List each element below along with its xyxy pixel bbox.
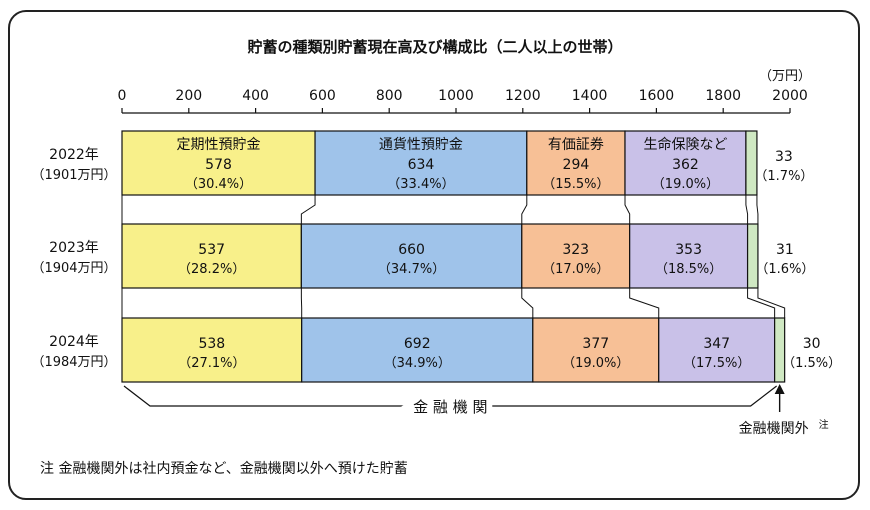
outside-label-sup: 注 [819,418,829,431]
segment-value-label: 660 [398,242,425,258]
segment-series-label: 定期性預貯金 [177,137,261,153]
segment-value-label: 30 [803,336,821,352]
x-tick-label: 400 [242,88,269,104]
bar-segment [774,317,786,383]
bar-segment [300,223,523,289]
bar-segment [521,223,631,289]
x-tick-label: 0 [118,88,127,104]
bracket-line [123,385,778,407]
footnote: 注 金融機関外は社内預金など、金融機関以外へ預けた貯蓄 [40,461,408,477]
segment-value-label: 362 [672,157,699,173]
segment-series-label: 有価証券 [548,137,604,153]
bar-segment [745,130,758,196]
segment-value-label: 538 [198,336,225,352]
row-label-total: （1901万円） [31,168,116,183]
segment-value-label: 323 [562,242,589,258]
connector-line [745,195,749,224]
chart-frame [8,10,860,500]
x-tick-label: 1600 [639,88,675,104]
connector-line [300,195,316,224]
row-label-year: 2024年 [49,334,99,350]
segment-pct-label: （1.5%） [782,356,841,371]
x-tick-label: 1800 [705,88,741,104]
segment-pct-label: （34.7%） [378,262,445,277]
segment-pct-label: （17.0%） [542,262,609,277]
connector-line [624,195,631,224]
segment-series-label: 生命保険など [643,136,727,153]
connector-line [757,288,786,318]
segment-series-label: 通貨性預貯金 [379,136,463,153]
segment-pct-label: （18.5%） [655,262,722,277]
row-label-year: 2022年 [49,147,99,163]
segment-pct-label: （15.5%） [542,177,609,192]
connector-line [629,288,660,318]
bar-segment [624,130,747,196]
segment-pct-label: （28.2%） [178,262,245,277]
segment-pct-label: （33.4%） [387,177,454,192]
bracket-label: 金 融 機 関 [413,398,487,416]
segment-pct-label: （34.9%） [384,356,451,371]
outside-arrow-head [774,384,785,394]
row-label-total: （1984万円） [31,355,116,370]
segment-pct-label: （19.0%） [562,356,629,371]
bar-segment [314,130,528,196]
segment-value-label: 692 [404,336,431,352]
segment-value-label: 634 [408,157,435,173]
row-label-year: 2023年 [49,240,99,256]
segment-pct-label: （1.7%） [754,169,813,184]
segment-value-label: 294 [563,157,590,173]
segment-pct-label: （30.4%） [185,177,252,192]
outside-label: 金融機関外 [739,421,809,437]
connector-line [747,288,776,318]
x-tick-label: 1000 [438,88,474,104]
segment-value-label: 347 [703,336,730,352]
x-tick-label: 800 [376,88,403,104]
segment-pct-label: （1.6%） [755,262,814,277]
x-tick-label: 200 [175,88,202,104]
segment-value-label: 31 [776,242,794,258]
segment-value-label: 33 [775,149,793,165]
x-tick-label: 2000 [772,88,808,104]
segment-value-label: 537 [198,242,225,258]
x-tick-label: 600 [309,88,336,104]
connector-line [756,195,759,224]
segment-value-label: 578 [205,157,232,173]
bar-segment [629,223,749,289]
segment-pct-label: （19.0%） [652,177,719,192]
x-axis-unit: （万円） [759,69,811,84]
x-tick-label: 1200 [505,88,541,104]
row-label-total: （1904万円） [31,261,116,276]
bar-segment [121,130,316,196]
bar-segment [121,223,302,289]
connector-line [521,195,528,224]
bar-segment [121,317,303,383]
bar-segment [658,317,776,383]
bar-segment [301,317,534,383]
segment-pct-label: （17.5%） [683,356,750,371]
x-tick-label: 1400 [572,88,608,104]
segment-value-label: 353 [675,242,702,258]
connector-line [521,288,534,318]
segment-value-label: 377 [582,336,609,352]
bar-segment [526,130,626,196]
segment-pct-label: （27.1%） [178,356,245,371]
chart-title: 貯蓄の種類別貯蓄現在高及び構成比（二人以上の世帯） [247,38,622,56]
bar-segment [746,223,759,289]
